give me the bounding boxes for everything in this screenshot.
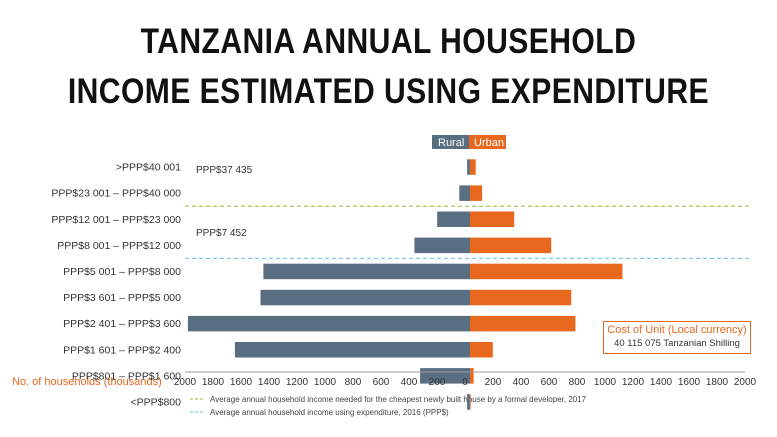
x-tick-label: 800 — [345, 377, 362, 388]
x-tick-label: 1200 — [286, 377, 309, 388]
rural-bar — [467, 159, 470, 175]
urban-bar — [470, 211, 515, 227]
x-tick-label: 1400 — [650, 377, 673, 388]
legend-rural-label: Rural — [438, 137, 464, 149]
x-tick-label: 1000 — [314, 377, 337, 388]
urban-bar — [470, 289, 572, 306]
urban-bar — [470, 315, 576, 332]
x-axis-title: No. of households (thousands) — [12, 376, 162, 388]
urban-bar — [470, 368, 474, 384]
rural-bar — [234, 342, 470, 358]
rural-bar — [263, 263, 470, 280]
urban-bar — [470, 185, 483, 201]
x-tick-label: 0 — [462, 377, 468, 388]
x-tick-label: 1000 — [594, 377, 617, 388]
rural-bar — [437, 211, 470, 227]
note-expenditure: Average annual household income using ex… — [210, 408, 449, 417]
house-price-ref-label: PPP$37 435 — [196, 165, 253, 176]
note-house-price: Average annual household income needed f… — [210, 395, 587, 404]
rural-bar — [260, 289, 470, 306]
x-tick-label: 600 — [373, 377, 390, 388]
x-tick-label: 1800 — [202, 377, 225, 388]
rural-bar — [187, 315, 470, 332]
urban-bar — [470, 263, 623, 280]
x-tick-label: 1600 — [230, 377, 253, 388]
category-label: >PPP$40 001 — [116, 162, 181, 174]
urban-bar — [470, 159, 476, 175]
category-label: <PPP$800 — [130, 396, 181, 408]
rural-bar — [467, 394, 470, 410]
x-tick-label: 400 — [513, 377, 530, 388]
expenditure-ref-label: PPP$7 452 — [196, 228, 247, 239]
x-tick-label: 200 — [429, 377, 446, 388]
urban-bar — [470, 237, 552, 254]
x-tick-label: 2000 — [174, 377, 197, 388]
urban-bar — [470, 342, 493, 358]
cost-value: 40 115 075 Tanzanian Shilling — [614, 338, 740, 349]
category-label: PPP$8 001 – PPP$12 000 — [57, 240, 181, 252]
x-tick-label: 1800 — [706, 377, 729, 388]
cost-of-unit-box: Cost of Unit (Local currency) 40 115 075… — [603, 321, 751, 354]
title-line-2: INCOME ESTIMATED USING EXPENDITURE — [67, 72, 710, 111]
title-line-1: TANZANIA ANNUAL HOUSEHOLD — [140, 22, 637, 61]
legend-urban-swatch — [469, 135, 506, 149]
legend-urban-label: Urban — [474, 137, 504, 149]
rural-bar — [459, 185, 470, 201]
plot-area: >PPP$40 001 PPP$23 001 – PPP$40 000 PPP$12… — [51, 159, 757, 410]
x-tick-label: 2000 — [734, 377, 757, 388]
urban-bar — [470, 394, 471, 410]
x-tick-label: 1600 — [678, 377, 701, 388]
x-tick-label: 1200 — [622, 377, 645, 388]
x-tick-label: 400 — [401, 377, 418, 388]
category-label: PPP$12 001 – PPP$23 000 — [51, 214, 181, 226]
x-tick-label: 200 — [485, 377, 502, 388]
x-tick-label: 1400 — [258, 377, 281, 388]
cost-heading: Cost of Unit (Local currency) — [607, 324, 747, 336]
category-label: PPP$801 – PPP$1 600 — [72, 370, 181, 382]
category-label: PPP$2 401 – PPP$3 600 — [63, 318, 181, 330]
x-tick-label: 600 — [541, 377, 558, 388]
legend-rural-swatch — [432, 135, 469, 149]
rural-bar — [414, 237, 470, 254]
category-label: PPP$3 601 – PPP$5 000 — [63, 292, 181, 304]
x-tick-label: 800 — [569, 377, 586, 388]
category-label: PPP$23 001 – PPP$40 000 — [51, 188, 181, 200]
category-label: PPP$1 601 – PPP$2 400 — [63, 344, 181, 356]
category-label: PPP$5 001 – PPP$8 000 — [63, 266, 181, 278]
